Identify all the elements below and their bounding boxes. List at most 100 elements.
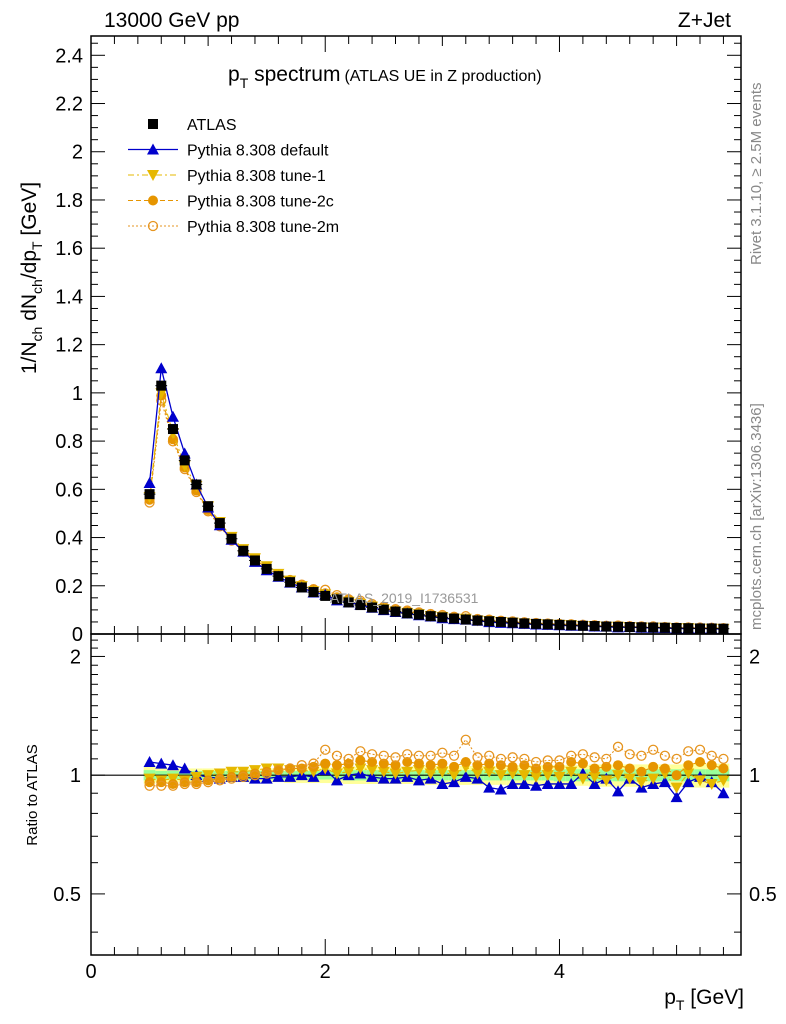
ratio-point-tune1 <box>401 766 414 778</box>
ratio-point-tune1 <box>342 766 355 778</box>
ratio-point-tune2c <box>589 763 600 774</box>
ratio-point-tune2m <box>320 744 331 755</box>
data-point <box>296 582 307 593</box>
ratio-point-tune2m <box>577 749 589 760</box>
ratio-point-default <box>448 776 461 788</box>
main-y-tick-label: 1.8 <box>55 190 83 212</box>
ratio-point-tune2m <box>601 753 612 764</box>
ratio-point-tune2c <box>437 758 448 769</box>
main-point-tune2c <box>167 434 178 445</box>
ratio-point-tune2m <box>238 771 249 783</box>
legend-entry-tune2c: Pythia 8.308 tune-2c <box>187 194 334 211</box>
ratio-point-tune2c <box>507 761 518 772</box>
legend-entry-tune2m: Pythia 8.308 tune-2m <box>187 219 339 236</box>
main-y-tick-label: 2 <box>72 142 83 164</box>
data-point <box>425 611 436 622</box>
ratio-point-tune2c <box>449 761 460 772</box>
ratio-point-default <box>155 757 168 769</box>
ratio-point-default <box>506 777 519 789</box>
ratio-point-tune2m <box>472 752 483 763</box>
ratio-point-tune1 <box>354 763 367 775</box>
ratio-point-default <box>377 772 390 784</box>
ratio-point-tune2c <box>624 763 635 774</box>
ratio-point-tune1 <box>483 766 496 778</box>
legend-marker-tune2c <box>148 195 158 206</box>
data-point <box>636 622 647 633</box>
main-y-axis-label: 1/Nch dNch/dpT [GeV] <box>18 182 45 374</box>
data-point <box>343 597 354 608</box>
legend-marker-default <box>147 143 159 155</box>
data-point <box>308 587 319 598</box>
ratio-point-tune2m <box>390 752 401 763</box>
ratio-point-tune2m <box>402 749 413 760</box>
rivet-label: Rivet 3.1.10, ≥ 2.5M events <box>748 83 765 266</box>
ratio-point-default <box>272 770 285 782</box>
ratio-point-default <box>436 777 449 789</box>
ratio-point-default <box>658 776 671 788</box>
data-point <box>413 609 424 620</box>
x-axis-label: pT [GeV] <box>664 986 744 1013</box>
data-point <box>484 616 495 627</box>
ratio-point-tune2c <box>648 761 659 772</box>
main-y-tick-label: 1.6 <box>55 238 83 260</box>
ratio-point-tune2c <box>156 777 167 788</box>
main-y-tick-label: 1.2 <box>55 335 83 357</box>
ratio-point-tune2c <box>636 766 647 777</box>
ratio-point-default <box>588 777 601 789</box>
ratio-point-tune2c <box>355 755 366 766</box>
ratio-point-tune2m <box>589 752 600 763</box>
ratio-point-tune1 <box>506 768 519 780</box>
legend: ATLAS Pythia 8.308 default Pythia 8.308 tu… <box>128 117 339 236</box>
ratio-point-tune2m <box>648 744 659 755</box>
ratio-point-tune2c <box>308 761 319 772</box>
ratio-point-tune2m <box>706 750 717 761</box>
main-y-tick-label: 2.4 <box>55 45 83 67</box>
ratio-point-tune2m <box>296 760 307 771</box>
ratio-point-tune2m <box>507 752 518 763</box>
main-y-tick-label: 0 <box>72 624 83 646</box>
ratio-y-tick-label-right: 1 <box>749 765 760 787</box>
data-point <box>542 619 553 630</box>
header-process-label: Z+Jet <box>678 9 731 32</box>
ratio-point-default <box>366 770 379 782</box>
ratio-point-tune2c <box>273 765 284 776</box>
data-point <box>495 616 506 627</box>
legend-marker-tune2m <box>147 220 159 232</box>
ratio-point-tune2c <box>390 760 401 771</box>
legend-marker-tune1 <box>147 170 159 181</box>
ratio-point-default <box>483 781 496 793</box>
ratio-point-tune2c <box>320 758 331 769</box>
ratio-point-tune2m <box>202 777 214 788</box>
ratio-point-tune2m <box>273 764 284 776</box>
ratio-point-tune2m <box>659 750 671 761</box>
ratio-point-default <box>682 776 695 788</box>
ratio-point-default <box>565 777 578 789</box>
ratio-point-default <box>284 770 297 782</box>
ratio-point-default <box>143 755 156 767</box>
ratio-point-default <box>530 779 543 791</box>
ratio-point-tune2m <box>530 756 542 768</box>
ratio-y-tick-label: 0.5 <box>53 884 81 906</box>
ratio-point-tune1 <box>436 766 449 778</box>
ratio-point-tune2m <box>636 750 647 761</box>
ratio-point-tune2m <box>718 753 729 764</box>
ratio-point-default <box>412 774 425 786</box>
ratio-point-tune1 <box>694 775 707 787</box>
ratio-point-tune1 <box>518 770 531 782</box>
main-panel <box>90 35 742 635</box>
axes: 00.20.40.60.811.21.41.61.822.22.40 2 40.5 0… <box>53 36 777 983</box>
ratio-point-tune2m <box>460 734 471 745</box>
ratio-point-tune2c <box>718 763 729 774</box>
data-point <box>214 518 225 529</box>
data-point <box>273 571 284 582</box>
data-point <box>285 577 296 588</box>
data-point <box>402 608 413 619</box>
ratio-point-tune2m <box>519 753 530 764</box>
legend-entry-data: ATLAS <box>187 117 237 134</box>
data-point <box>249 555 260 566</box>
data-point <box>238 545 249 556</box>
data-point <box>367 602 378 613</box>
data-point <box>167 424 178 435</box>
ratio-point-tune2m <box>144 780 155 791</box>
main-y-tick-label: 1.4 <box>55 286 83 308</box>
